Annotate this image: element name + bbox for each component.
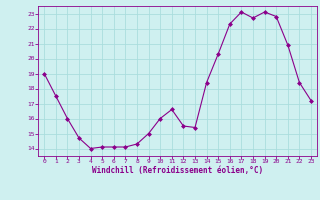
X-axis label: Windchill (Refroidissement éolien,°C): Windchill (Refroidissement éolien,°C) (92, 166, 263, 175)
